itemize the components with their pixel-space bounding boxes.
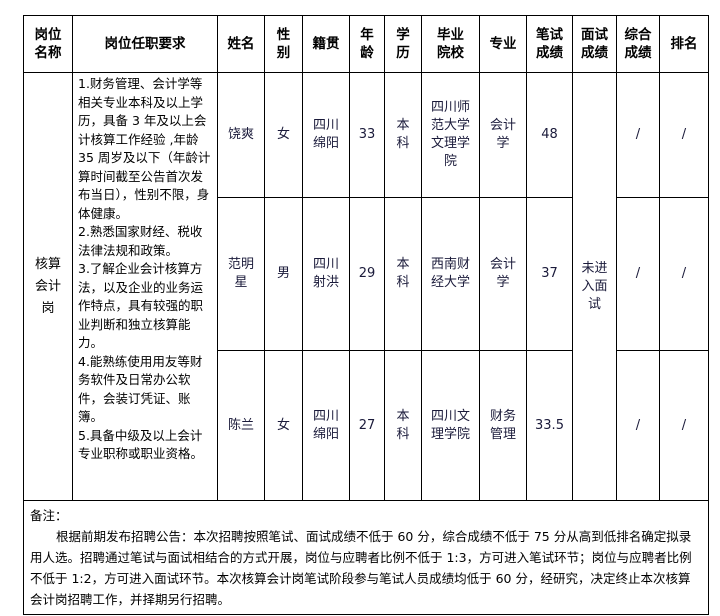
header-school: 毕业 院校 (421, 15, 480, 73)
candidate-name: 饶爽 (217, 72, 265, 198)
candidate-origin: 四川 绵阳 (302, 350, 350, 501)
candidate-education: 本 科 (384, 72, 422, 198)
candidate-school: 西南财 经大学 (421, 197, 480, 351)
candidate-age: 29 (349, 197, 385, 351)
candidate-origin: 四川 射洪 (302, 197, 350, 351)
candidate-name: 范明 星 (217, 197, 265, 351)
candidate-total-score: / (616, 350, 660, 501)
header-total-score: 综合 成绩 (616, 15, 660, 73)
candidate-written-score: 33.5 (526, 350, 573, 501)
candidate-education: 本 科 (384, 350, 422, 501)
candidate-written-score: 37 (526, 197, 573, 351)
candidate-origin: 四川 绵阳 (302, 72, 350, 198)
candidate-gender: 女 (264, 350, 303, 501)
candidate-rank: / (659, 72, 709, 198)
remarks-cell: 备注： 根据前期发布招聘公告：本次招聘按照笔试、面试成绩不低于 60 分，综合成… (23, 500, 709, 615)
candidate-age: 27 (349, 350, 385, 501)
recruitment-results-table: 岗位 名称 岗位任职要求 姓名 性 别 籍贯 年 龄 学 历 毕业 院校 专业 … (23, 15, 709, 615)
candidate-total-score: / (616, 72, 660, 198)
table-row: 核算 会计 岗 1.财务管理、会计学等相关专业本科及以上学历，具备 3 年及以上… (23, 72, 709, 501)
header-major: 专业 (479, 15, 527, 73)
header-rank: 排名 (659, 15, 709, 73)
position-name: 核算 会计 岗 (23, 72, 73, 501)
remarks-label: 备注： (30, 508, 68, 523)
header-row: 岗位 名称 岗位任职要求 姓名 性 别 籍贯 年 龄 学 历 毕业 院校 专业 … (23, 15, 709, 73)
header-position: 岗位 名称 (23, 15, 73, 73)
candidate-education: 本 科 (384, 197, 422, 351)
interview-score: 未进 入面 试 (572, 72, 617, 501)
candidate-written-score: 48 (526, 72, 573, 198)
candidate-gender: 男 (264, 197, 303, 351)
table-row: 范明 星 男 四川 射洪 29 本 科 西南财 经大学 会计 学 37 / / (24, 197, 709, 351)
candidate-school: 四川师 范大学 文理学 院 (421, 72, 480, 198)
candidate-age: 33 (349, 72, 385, 198)
header-gender: 性 别 (264, 15, 303, 73)
position-requirements: 1.财务管理、会计学等相关专业本科及以上学历，具备 3 年及以上会计核算工作经验… (72, 72, 218, 501)
header-interview-score: 面试 成绩 (572, 15, 617, 73)
candidate-name: 陈兰 (217, 350, 265, 501)
candidate-school: 四川文 理学院 (421, 350, 480, 501)
candidate-major: 财务 管理 (479, 350, 527, 501)
header-age: 年 龄 (349, 15, 385, 73)
candidate-gender: 女 (264, 72, 303, 198)
header-origin: 籍贯 (302, 15, 350, 73)
candidate-total-score: / (616, 197, 660, 351)
remarks-row: 备注： 根据前期发布招聘公告：本次招聘按照笔试、面试成绩不低于 60 分，综合成… (23, 500, 709, 615)
candidate-rank: / (659, 350, 709, 501)
candidate-major: 会计 学 (479, 197, 527, 351)
header-written-score: 笔试 成绩 (526, 15, 573, 73)
table-row: 陈兰 女 四川 绵阳 27 本 科 四川文 理学院 财务 管理 33.5 / / (24, 350, 709, 501)
candidate-rank: / (659, 197, 709, 351)
header-name: 姓名 (217, 15, 265, 73)
remarks-text: 根据前期发布招聘公告：本次招聘按照笔试、面试成绩不低于 60 分，综合成绩不低于… (30, 529, 692, 607)
header-education: 学 历 (384, 15, 422, 73)
candidate-major: 会计 学 (479, 72, 527, 198)
header-requirements: 岗位任职要求 (72, 15, 218, 73)
